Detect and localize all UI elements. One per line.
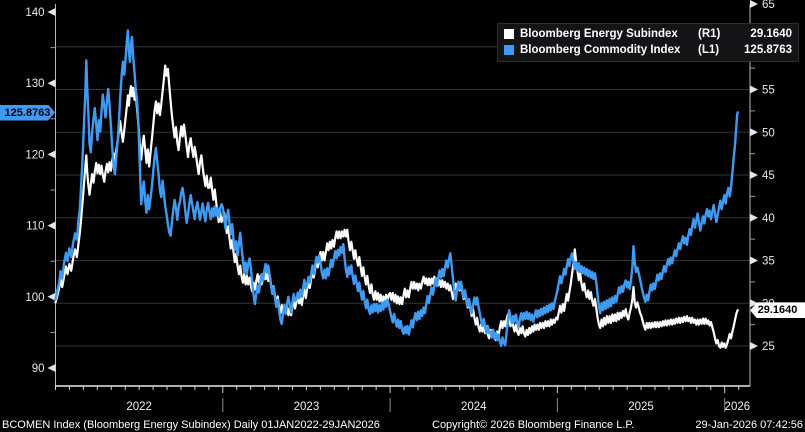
- legend-label: Bloomberg Commodity Index: [520, 44, 681, 56]
- left-tick-arrow-icon: [47, 8, 56, 16]
- left-tick-arrow-icon: [47, 150, 56, 159]
- right-tick-arrow-icon: [750, 342, 758, 350]
- right-tick-arrow-icon: [750, 256, 758, 265]
- year-label: 2026: [725, 401, 751, 413]
- right-tick-arrow-icon: [750, 299, 758, 308]
- right-tick-arrow-icon: [750, 0, 758, 8]
- right-axis-tick-label: 35: [762, 256, 775, 268]
- year-label: 2025: [628, 401, 654, 413]
- left-axis-tick-label: 120: [25, 149, 44, 161]
- right-axis-tick-label: 55: [762, 85, 775, 97]
- chart-legend[interactable]: Bloomberg Energy Subindex (R1) 29.1640 B…: [497, 23, 799, 62]
- legend-axis-tag: (L1): [698, 44, 720, 56]
- right-tick-arrow-icon: [750, 85, 758, 94]
- left-tick-arrow-icon: [47, 79, 56, 88]
- left-badge-value: 125.8763: [4, 106, 51, 119]
- right-badge-value: 29.1640: [757, 304, 798, 317]
- copyright-text: Copyright© 2026 Bloomberg Finance L.P.: [432, 419, 635, 431]
- right-tick-arrow-icon: [750, 128, 758, 137]
- legend-item-energy[interactable]: Bloomberg Energy Subindex (R1) 29.1640: [504, 26, 792, 42]
- right-axis-tick-label: 50: [762, 127, 775, 139]
- left-axis-tick-label: 110: [26, 221, 44, 233]
- energy-series-swatch-icon: [504, 29, 514, 39]
- legend-item-commodity[interactable]: Bloomberg Commodity Index (L1) 125.8763: [504, 42, 792, 58]
- right-tick-arrow-icon: [750, 171, 758, 179]
- right-axis-tick-label: 40: [762, 213, 775, 225]
- right-axis-tick-label: 45: [762, 170, 775, 182]
- left-axis-tick-label: 140: [25, 7, 44, 19]
- right-axis-last-value-badge: 29.1640: [750, 302, 805, 319]
- legend-last-value: 29.1640: [750, 28, 792, 40]
- commodity-index-line[interactable]: [54, 29, 739, 348]
- left-tick-arrow-icon: [47, 221, 56, 230]
- energy-subindex-line[interactable]: [54, 64, 739, 349]
- chart-description: BCOMEN Index (Bloomberg Energy Subindex)…: [2, 419, 380, 431]
- year-label: 2023: [294, 401, 320, 413]
- left-tick-arrow-icon: [47, 292, 56, 301]
- right-tick-arrow-icon: [750, 213, 758, 222]
- timestamp: 29-Jan-2026 07:42:56: [695, 419, 803, 431]
- legend-label: Bloomberg Energy Subindex: [520, 28, 678, 40]
- right-axis-tick-label: 25: [762, 341, 775, 353]
- left-axis-tick-label: 90: [32, 363, 45, 375]
- left-axis-tick-label: 100: [25, 292, 44, 304]
- left-axis-last-value-badge: 125.8763: [0, 104, 55, 121]
- commodity-series-swatch-icon: [504, 45, 514, 55]
- legend-last-value: 125.8763: [744, 44, 792, 56]
- year-label: 2022: [126, 401, 152, 413]
- left-axis-tick-label: 130: [25, 78, 44, 90]
- year-label: 2024: [461, 401, 487, 413]
- right-axis-tick-label: 65: [762, 0, 775, 11]
- legend-axis-tag: (R1): [698, 28, 721, 40]
- left-tick-arrow-icon: [47, 364, 56, 372]
- status-bar: BCOMEN Index (Bloomberg Energy Subindex)…: [0, 416, 805, 431]
